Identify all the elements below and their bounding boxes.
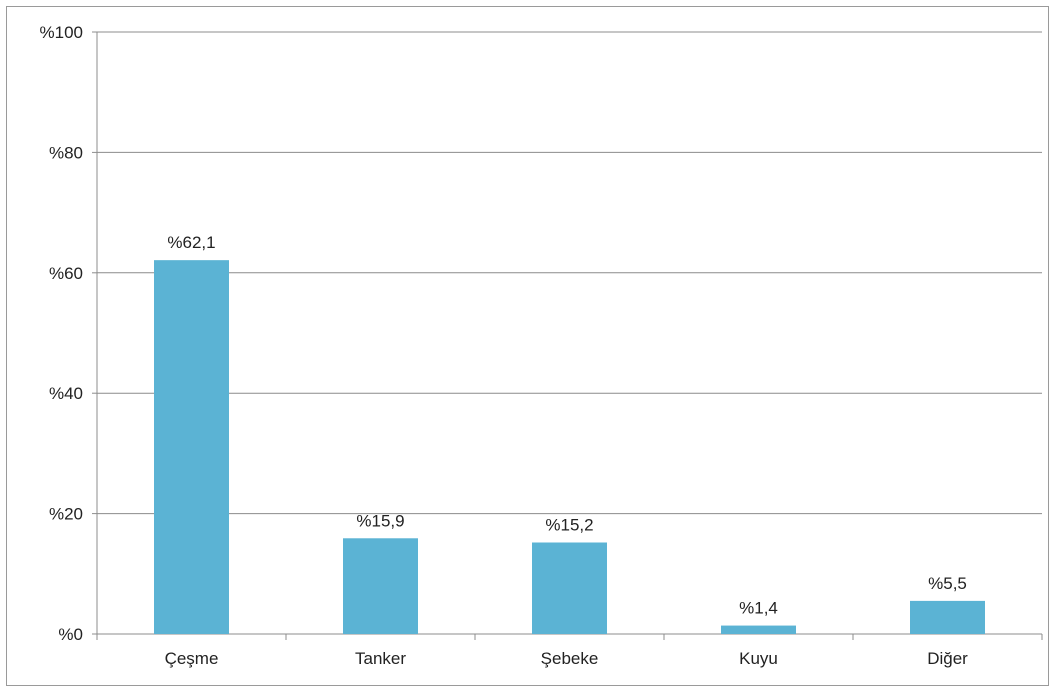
y-tick-label: %80 (49, 143, 83, 162)
labels: %0 %20 %40 %60 %80 %100 %62,1 Çeşme %15,9 Tanker%… (40, 23, 969, 668)
data-label: %5,5 (928, 574, 967, 593)
bar (154, 260, 229, 634)
x-tick-label: Kuyu (739, 649, 778, 668)
y-tick-label: %100 (40, 23, 83, 42)
y-tick-label: %0 (58, 625, 83, 644)
x-tick-label: Çeşme (165, 649, 219, 668)
data-label: %15,9 (356, 511, 404, 530)
data-label: %1,4 (739, 599, 778, 618)
bar (343, 538, 418, 634)
bar (910, 600, 985, 634)
x-tick-label: Diğer (927, 649, 968, 668)
bar (721, 625, 796, 634)
gridlines (97, 31, 1042, 515)
x-tick-label: Tanker (355, 649, 406, 668)
bars (154, 260, 985, 634)
data-label: %62,1 (167, 233, 215, 252)
x-tick-label: Şebeke (541, 649, 599, 668)
bar (532, 542, 607, 634)
data-label: %15,2 (545, 515, 593, 534)
y-tick-label: %40 (49, 384, 83, 403)
y-tick-label: %60 (49, 264, 83, 283)
y-tick-label: %20 (49, 505, 83, 524)
